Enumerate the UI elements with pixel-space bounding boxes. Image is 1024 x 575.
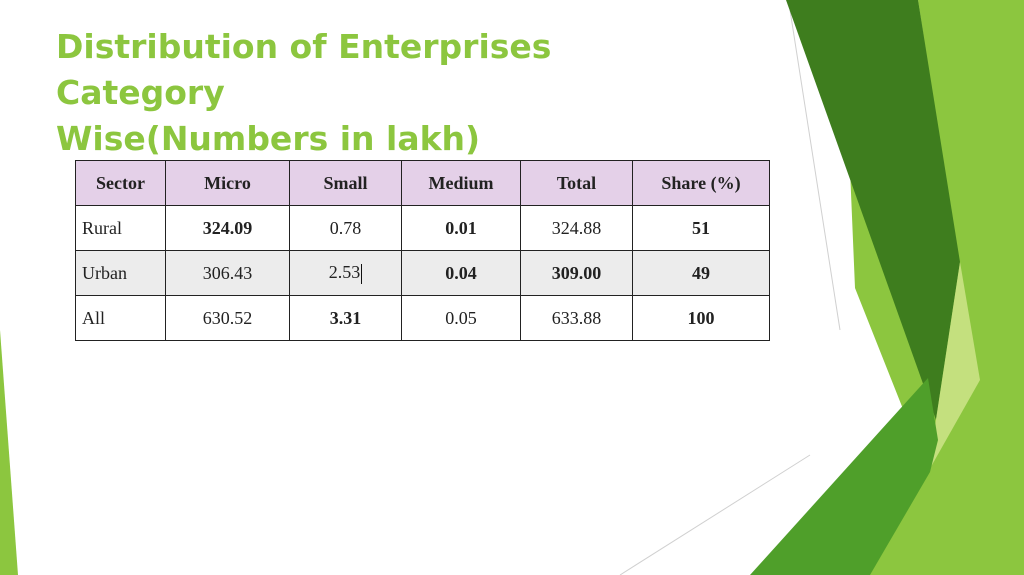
header-micro: Micro — [165, 160, 290, 206]
cell-sector: All — [75, 295, 166, 341]
enterprise-distribution-table: Sector Micro Small Medium Total Share (%… — [75, 160, 770, 341]
text-cursor — [361, 263, 363, 284]
cell-sector: Urban — [75, 250, 166, 296]
title-line-2: Category — [56, 73, 225, 112]
right-dark-green-chevron — [786, 0, 960, 420]
cell-total: 309.00 — [520, 250, 633, 296]
title-line-1: Distribution of Enterprises — [56, 27, 552, 66]
cell-medium: 0.04 — [401, 250, 521, 296]
right-light-green-panel — [868, 0, 1024, 575]
cell-small-value: 2.53 — [328, 262, 361, 283]
cell-micro: 324.09 — [165, 205, 290, 251]
header-small: Small — [289, 160, 402, 206]
cell-total: 324.88 — [520, 205, 633, 251]
cell-share: 100 — [632, 295, 770, 341]
cell-share: 49 — [632, 250, 770, 296]
table-header-row: Sector Micro Small Medium Total Share (%… — [75, 160, 770, 206]
cell-small: 0.78 — [289, 205, 402, 251]
cell-sector: Rural — [75, 205, 166, 251]
thin-grey-line-bottom — [619, 454, 811, 575]
table-row: Urban 306.43 2.53 0.04 309.00 49 — [75, 250, 770, 296]
thin-grey-line-top — [789, 9, 841, 331]
left-green-sliver — [0, 330, 18, 575]
cell-micro: 306.43 — [165, 250, 290, 296]
cell-total: 633.88 — [520, 295, 633, 341]
cell-small: 3.31 — [289, 295, 402, 341]
header-medium: Medium — [401, 160, 521, 206]
header-total: Total — [520, 160, 633, 206]
title-line-3: Wise(Numbers in lakh) — [56, 119, 481, 158]
right-pale-green-strip — [928, 262, 980, 472]
cell-share: 51 — [632, 205, 770, 251]
cell-medium: 0.01 — [401, 205, 521, 251]
header-sector: Sector — [75, 160, 166, 206]
cell-medium: 0.05 — [401, 295, 521, 341]
header-share: Share (%) — [632, 160, 770, 206]
table-row: All 630.52 3.31 0.05 633.88 100 — [75, 295, 770, 341]
table-row: Rural 324.09 0.78 0.01 324.88 51 — [75, 205, 770, 251]
bottom-mid-green-shape — [750, 378, 938, 575]
cell-micro: 630.52 — [165, 295, 290, 341]
slide-title: Distribution of Enterprises Category Wis… — [56, 24, 616, 162]
cell-small: 2.53 — [289, 250, 402, 296]
